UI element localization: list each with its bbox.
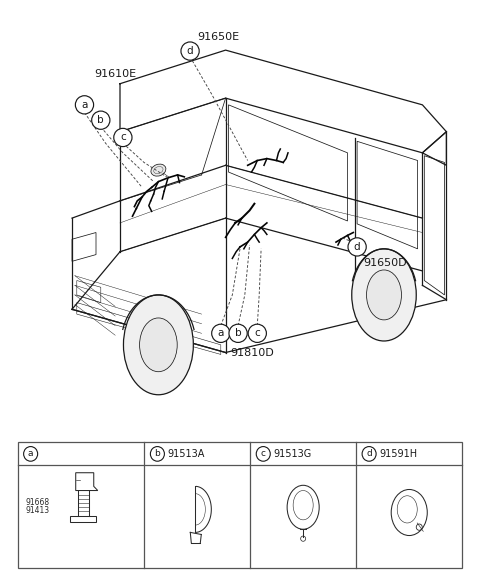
Text: 91513A: 91513A (168, 449, 205, 459)
Ellipse shape (151, 164, 166, 176)
Text: b: b (155, 449, 160, 459)
Circle shape (362, 446, 376, 461)
Text: d: d (187, 46, 193, 56)
Text: d: d (354, 242, 360, 252)
Circle shape (348, 238, 366, 256)
Text: 91513G: 91513G (273, 449, 312, 459)
Circle shape (92, 111, 110, 129)
Circle shape (181, 42, 199, 60)
Text: c: c (261, 449, 266, 459)
Text: d: d (366, 449, 372, 459)
Ellipse shape (140, 318, 177, 372)
Text: b: b (97, 115, 104, 125)
Text: a: a (217, 328, 224, 338)
Circle shape (248, 324, 266, 342)
Ellipse shape (352, 249, 416, 341)
Circle shape (114, 129, 132, 146)
Text: b: b (235, 328, 241, 338)
Text: 91591H: 91591H (379, 449, 417, 459)
Circle shape (256, 446, 270, 461)
Text: 91650D: 91650D (363, 258, 407, 269)
Circle shape (24, 446, 37, 461)
Ellipse shape (367, 270, 401, 320)
Text: a: a (81, 100, 88, 110)
Text: 91668: 91668 (25, 497, 50, 507)
Text: 91810D: 91810D (230, 348, 274, 358)
Text: c: c (254, 328, 260, 338)
Text: a: a (28, 449, 34, 459)
Circle shape (150, 446, 165, 461)
Text: 91413: 91413 (25, 506, 50, 515)
Text: 91610E: 91610E (94, 69, 136, 79)
Circle shape (229, 324, 247, 342)
Circle shape (75, 96, 94, 114)
Circle shape (212, 324, 230, 342)
Ellipse shape (123, 295, 193, 395)
Text: c: c (120, 133, 126, 142)
Text: 91650E: 91650E (197, 32, 239, 42)
